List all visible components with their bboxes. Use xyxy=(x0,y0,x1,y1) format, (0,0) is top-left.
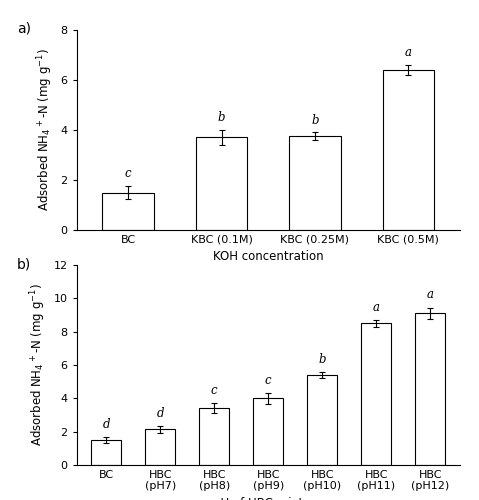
Bar xyxy=(383,70,434,230)
Bar xyxy=(289,136,341,230)
Bar xyxy=(103,192,154,230)
Text: a: a xyxy=(405,46,412,59)
Bar xyxy=(308,375,337,465)
Bar xyxy=(253,398,283,465)
Text: c: c xyxy=(125,167,131,180)
Text: c: c xyxy=(265,374,272,386)
Y-axis label: Adsorbed NH$_4$$^+$-N (mg g$^{-1}$): Adsorbed NH$_4$$^+$-N (mg g$^{-1}$) xyxy=(35,48,55,211)
Text: b: b xyxy=(311,114,319,126)
Text: a: a xyxy=(373,301,380,314)
Bar xyxy=(199,408,229,465)
X-axis label: KOH concentration: KOH concentration xyxy=(213,250,323,264)
Y-axis label: Adsorbed NH$_4$$^+$-N (mg g$^{-1}$): Adsorbed NH$_4$$^+$-N (mg g$^{-1}$) xyxy=(28,284,48,446)
Bar xyxy=(415,314,445,465)
Text: a: a xyxy=(427,288,433,302)
Text: d: d xyxy=(157,407,164,420)
Text: d: d xyxy=(103,418,110,430)
X-axis label: pH of HBC mixture: pH of HBC mixture xyxy=(213,497,323,500)
Text: b: b xyxy=(319,352,326,366)
Bar xyxy=(91,440,121,465)
Text: a): a) xyxy=(17,22,31,36)
Bar xyxy=(361,324,391,465)
Bar xyxy=(196,138,247,230)
Text: c: c xyxy=(211,384,217,398)
Bar xyxy=(146,429,175,465)
Text: b: b xyxy=(218,111,225,124)
Text: b): b) xyxy=(17,257,32,271)
